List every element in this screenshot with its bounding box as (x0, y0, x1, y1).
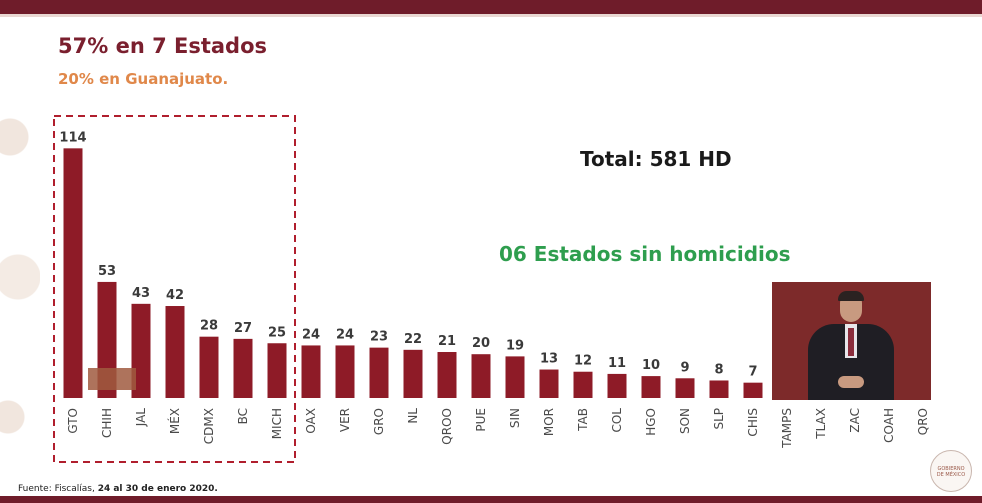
bar-méx (165, 306, 185, 398)
category-label-sin: SIN (508, 408, 522, 428)
value-label-bc: 27 (234, 321, 252, 336)
top-header-band (0, 0, 982, 14)
bottom-footer-band (0, 496, 982, 503)
source-prefix: Fuente: Fiscalías, (18, 484, 98, 494)
category-label-méx: MÉX (167, 408, 182, 434)
bar-gro (369, 347, 389, 398)
category-label-jal: JAL (134, 408, 148, 428)
category-label-mor: MOR (542, 408, 556, 436)
category-label-qroo: QROO (440, 408, 454, 445)
category-label-oax: OAX (304, 408, 318, 434)
government-seal-logo: GOBIERNO DE MÉXICO (930, 450, 972, 492)
sign-language-interpreter-video (772, 282, 931, 400)
slide-title: 57% en 7 Estados (58, 34, 268, 58)
value-label-sin: 19 (506, 338, 524, 353)
bar-qroo (437, 352, 457, 398)
bar-oax (301, 345, 321, 398)
value-label-méx: 42 (166, 288, 184, 303)
category-label-qro: QRO (916, 408, 930, 435)
category-label-chih: CHIH (100, 408, 114, 438)
interpreter-hands (838, 376, 864, 388)
bar-col (607, 373, 627, 398)
source-dates: 24 al 30 de enero 2020. (97, 484, 218, 494)
category-label-coah: COAH (882, 408, 896, 443)
bar-pue (471, 354, 491, 398)
bar-son (675, 378, 695, 398)
header-divider (0, 14, 982, 17)
category-label-mich: MICH (270, 408, 284, 439)
value-label-chih: 53 (98, 264, 116, 279)
value-label-hgo: 10 (642, 358, 660, 373)
value-label-pue: 20 (472, 336, 490, 351)
group-photo-thumbnail (88, 368, 136, 390)
bar-nl (403, 349, 423, 398)
bar-sin (505, 356, 525, 398)
total-label: Total: 581 HD (580, 147, 732, 171)
category-label-son: SON (678, 408, 692, 434)
bar-jal (131, 303, 151, 398)
bar-chis (743, 382, 763, 398)
category-label-pue: PUE (474, 408, 488, 432)
bar-gto (63, 148, 83, 398)
value-label-slp: 8 (714, 362, 723, 377)
bar-tab (573, 371, 593, 398)
value-label-col: 11 (608, 356, 626, 371)
category-label-hgo: HGO (644, 408, 658, 436)
value-label-jal: 43 (132, 286, 150, 301)
slide-subtitle: 20% en Guanajuato. (58, 70, 229, 88)
value-label-tab: 12 (574, 354, 592, 369)
value-label-son: 9 (680, 360, 689, 375)
states-without-homicides-label: 06 Estados sin homicidios (499, 242, 791, 266)
category-label-col: COL (610, 408, 624, 433)
bar-ver (335, 345, 355, 398)
category-label-cdmx: CDMX (202, 408, 216, 444)
bar-bc (233, 338, 253, 398)
value-label-qroo: 21 (438, 334, 456, 349)
bar-mor (539, 369, 559, 398)
category-label-gro: GRO (372, 408, 386, 435)
category-label-slp: SLP (712, 408, 726, 430)
value-label-mich: 25 (268, 325, 286, 340)
bar-cdmx (199, 336, 219, 398)
seal-text: GOBIERNO DE MÉXICO (936, 466, 966, 478)
bar-mich (267, 343, 287, 398)
bar-slp (709, 380, 729, 398)
value-label-gro: 23 (370, 330, 388, 345)
category-label-nl: NL (406, 408, 420, 424)
interpreter-hair (838, 291, 864, 301)
interpreter-head (840, 294, 862, 322)
category-label-gto: GTO (66, 408, 80, 434)
category-label-tab: TAB (576, 408, 590, 432)
value-label-ver: 24 (336, 327, 354, 342)
value-label-gto: 114 (59, 130, 86, 145)
source-note: Fuente: Fiscalías, 24 al 30 de enero 202… (18, 484, 218, 494)
category-label-tamps: TAMPS (780, 408, 794, 449)
interpreter-tie (848, 328, 854, 356)
value-label-mor: 13 (540, 352, 558, 367)
category-label-chis: CHIS (746, 408, 760, 437)
value-label-oax: 24 (302, 327, 320, 342)
decorative-pattern (0, 17, 40, 496)
value-label-nl: 22 (404, 332, 422, 347)
category-label-ver: VER (338, 408, 352, 432)
category-label-zac: ZAC (848, 408, 862, 433)
value-label-cdmx: 28 (200, 319, 218, 334)
bar-hgo (641, 376, 661, 398)
category-label-tlax: TLAX (814, 408, 828, 440)
top-states-highlight-box (53, 115, 296, 463)
category-label-bc: BC (236, 408, 250, 424)
value-label-chis: 7 (748, 365, 757, 380)
